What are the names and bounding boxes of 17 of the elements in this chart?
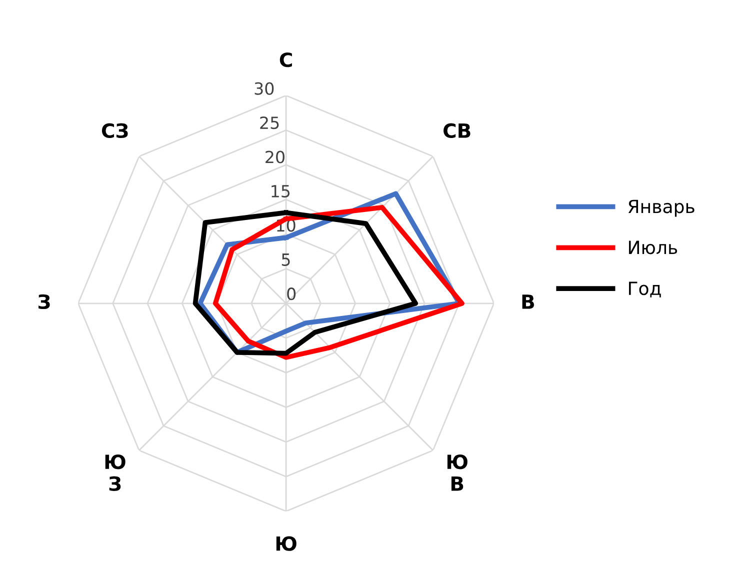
spoke-label: В [522, 294, 534, 309]
legend-label: Январь [628, 200, 694, 217]
y-tick-label: 30 [254, 82, 274, 95]
legend-label: Год [629, 282, 661, 298]
spoke-label: СЗ [102, 123, 128, 138]
y-tick-label: 5 [282, 254, 290, 266]
y-tick-label: 25 [260, 116, 279, 130]
legend-label: Июль [629, 240, 678, 254]
spoke-label: СВ [444, 123, 470, 138]
y-tick-label: 0 [287, 288, 296, 300]
spoke-label: Ю З [105, 454, 126, 491]
y-tick-label: 15 [272, 185, 290, 198]
y-tick-label: 20 [266, 150, 284, 164]
spoke-label: С [280, 52, 292, 68]
spoke-label: Ю В [447, 454, 468, 491]
spoke-label: Ю [276, 536, 296, 551]
spoke-label: З [38, 294, 50, 310]
